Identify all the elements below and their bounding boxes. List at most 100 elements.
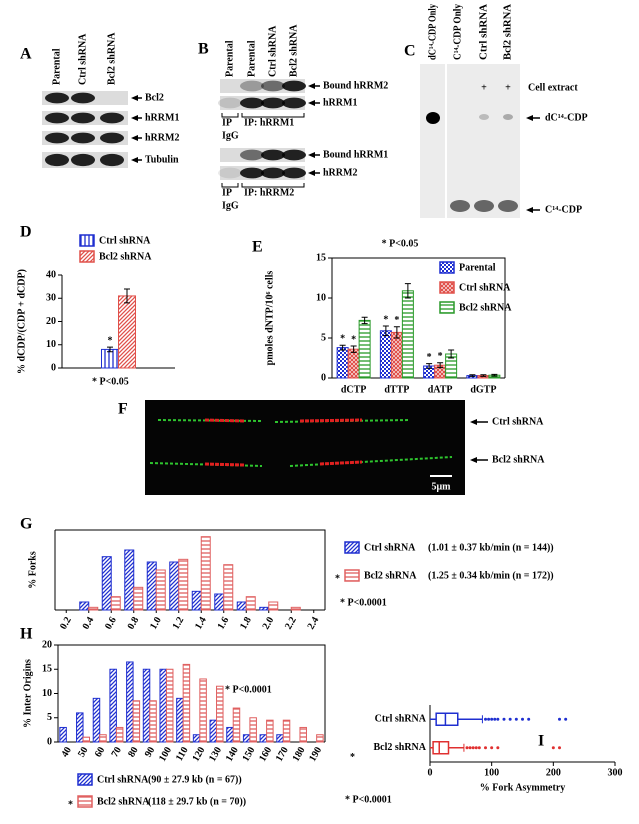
error-bar [361,316,368,325]
x-tick-label: 0.2 [58,615,74,631]
bar [92,697,101,743]
bar [276,734,284,743]
error-bar [404,283,411,299]
plus-sign: + [505,82,511,93]
x-tick-label: 0 [428,767,433,778]
outlier [490,717,494,721]
outlier [521,717,524,721]
fiber-image [145,400,465,495]
bar [259,606,270,611]
y-axis-label: % Forks [27,551,38,589]
bracket [221,113,305,118]
error-bar [339,344,346,351]
bar [110,596,121,611]
bar [249,717,257,743]
legend-description: (1.01 ± 0.37 kb/min (n = 144)) [428,542,554,553]
category-label: Ctrl shRNA [375,714,427,725]
panel-letter: G [20,516,33,533]
bar [299,726,307,743]
legend-swatch [439,301,455,314]
y-tick-label: 10 [42,688,52,699]
x-tick-label: 50 [76,745,91,759]
x-tick-label: 1.6 [216,615,232,631]
legend-label: Ctrl shRNA [99,235,151,246]
note: * P<0.0001 [345,794,392,805]
bar [232,707,241,743]
legend-label: Ctrl shRNA [364,542,416,553]
bar [245,596,256,611]
outlier [558,746,561,750]
x-tick-label: 1.8 [238,615,254,631]
category-label: Bcl2 shRNA [373,742,426,753]
significance-mark: * [351,334,356,345]
blot-signal [71,112,95,124]
outlier [508,717,512,721]
arrow-head [308,152,315,158]
bar [178,558,189,611]
significance-mark: * [383,314,388,325]
blot-signal [282,80,306,92]
legend-label: Ctrl shRNA [97,774,149,785]
outlier [487,717,491,721]
bar [142,668,151,743]
bar [316,734,324,743]
bar [165,668,174,743]
y-tick-label: 10 [316,292,326,303]
blot-signal [218,167,242,179]
arrow-head [470,419,477,425]
error-bar [382,325,389,337]
x-tick-label: 0.4 [81,615,97,631]
plus-sign: + [481,82,487,93]
lane-label: Parental [246,40,257,77]
arrow-head [470,457,477,463]
band-label: Tubulin [145,154,179,165]
x-tick-label: 300 [608,767,623,778]
blot-signal [71,153,95,167]
chart-title: * P<0.05 [382,238,419,249]
outlier [514,717,518,721]
bar [133,586,144,611]
significance-mark: * [108,335,113,346]
legend-description: (90 ± 27.9 kb (n = 67)) [148,774,242,785]
legend-swatch [79,234,95,247]
x-tick-label: 2.4 [306,615,322,631]
blot-signal [71,92,95,104]
blot-signal [100,153,124,167]
x-tick-label: 1.4 [193,615,209,631]
error-bar [350,345,357,353]
bar [176,697,184,743]
x-tick-label: 0.6 [103,615,119,631]
blot-signal [100,132,124,144]
bar [118,295,136,369]
blot-signal [45,132,69,144]
bracket [221,183,305,188]
note: * P<0.0001 [225,684,272,695]
error-bar [480,374,487,377]
band-label: hRRM1 [323,97,357,108]
outlier [527,717,531,721]
blot-signal [261,97,285,109]
outlier [558,717,561,721]
arrow-head [308,100,315,106]
bar [59,726,67,743]
legend-description: (1.25 ± 0.34 kb/min (n = 172)) [428,570,554,581]
bar [336,347,349,379]
ip-label: IP [222,187,232,198]
blot-signal [261,80,285,92]
outlier [564,717,568,721]
lane-label: Ctrl shRNA [267,25,278,77]
legend-description: (118 ± 29.7 kb (n = 70)) [148,796,246,807]
panel-letter: I [538,733,544,750]
y-tick-label: 0 [321,372,326,383]
lane-label: Ctrl shRNA [478,3,489,60]
bar [268,601,279,611]
significance-mark: * [340,333,345,344]
y-tick-label: 10 [46,339,56,350]
blot-signal [282,167,306,179]
bar [126,661,134,743]
bar [82,736,91,743]
error-bar [107,346,113,353]
outlier [496,717,500,721]
bar [390,331,403,379]
error-bar [393,326,400,339]
